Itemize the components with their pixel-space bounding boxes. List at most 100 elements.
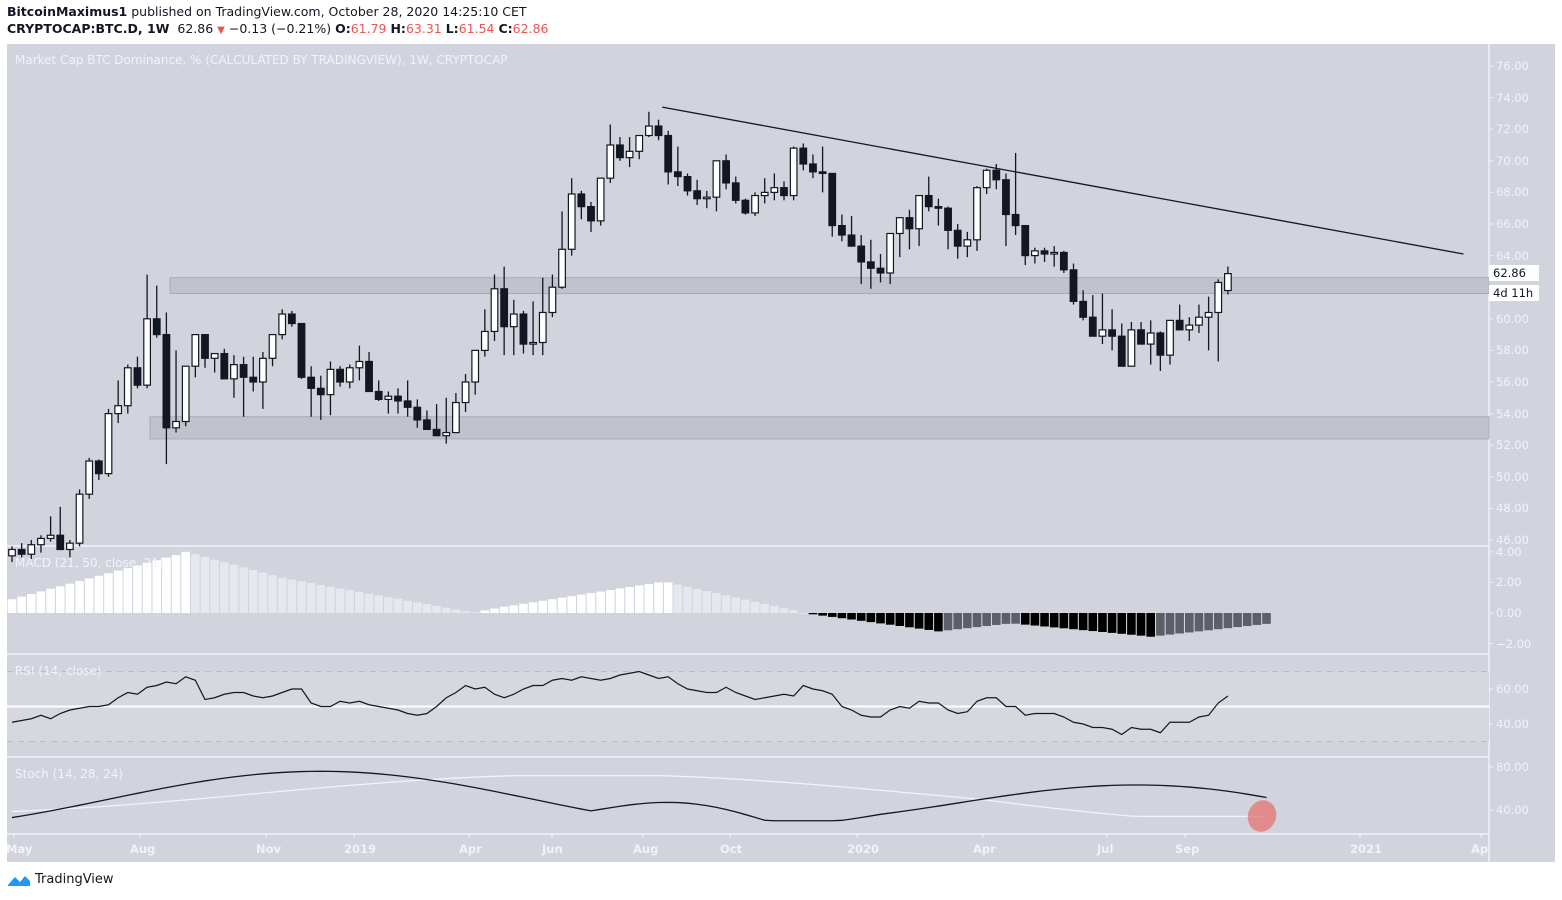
brand: TradingView <box>35 872 114 887</box>
y-tick-label: 54.00 <box>1496 406 1529 421</box>
candle <box>1137 321 1145 345</box>
highlight-ellipse <box>1247 800 1277 832</box>
macd-bar <box>673 584 683 613</box>
candle <box>857 235 866 285</box>
macd-bar <box>470 612 480 613</box>
macd-bar <box>982 613 991 627</box>
candle <box>915 194 923 247</box>
macd-bar <box>1030 613 1040 626</box>
rsi-line <box>11 670 1229 736</box>
macd-bar <box>615 588 625 613</box>
y-tick-label: 72.00 <box>1496 122 1529 137</box>
x-tick-label: 2019 <box>344 842 377 856</box>
y-tick-label: 40.00 <box>1496 717 1529 731</box>
macd-bar <box>239 567 248 613</box>
candle <box>751 192 759 217</box>
close-value: 62.86 <box>512 21 549 36</box>
macd-bar <box>1136 613 1146 636</box>
y-tick-label: 46.00 <box>1496 533 1529 547</box>
candle <box>548 274 557 318</box>
candle <box>519 310 528 354</box>
y-tick-label: 60.00 <box>1496 682 1529 696</box>
candle <box>635 134 644 160</box>
macd-bar <box>480 610 490 613</box>
macd-bar <box>606 590 615 613</box>
macd-bar <box>972 613 982 628</box>
macd-bar <box>760 603 769 613</box>
candle <box>230 355 238 398</box>
macd-bar <box>644 583 654 613</box>
candle <box>664 130 673 185</box>
author[interactable]: BitcoinMaximus1 <box>7 4 128 19</box>
y-tick-label: 58.00 <box>1496 343 1529 358</box>
candle <box>1098 293 1107 345</box>
candle <box>963 231 972 258</box>
macd-bar <box>355 591 364 613</box>
macd-bar <box>548 599 557 613</box>
candle <box>172 350 180 433</box>
chart-canvas[interactable] <box>7 44 1555 862</box>
stoch-k-line <box>11 770 1267 822</box>
macd-bar <box>1213 613 1223 630</box>
y-tick-label: 68.00 <box>1496 185 1529 200</box>
macd-bar <box>509 605 519 613</box>
macd-bar <box>1020 613 1030 625</box>
y-tick-label: 70.00 <box>1496 153 1529 168</box>
candle <box>577 190 586 220</box>
macd-bar <box>171 555 181 613</box>
candle <box>1214 279 1223 362</box>
candle <box>722 154 730 190</box>
macd-bar <box>779 608 789 613</box>
candle <box>596 177 605 226</box>
candle <box>644 111 653 138</box>
candle <box>741 198 750 215</box>
ohlc-line: CRYPTOCAP:BTC.D, 1W 62.86 ▼ −0.13 (−0.21… <box>7 20 548 39</box>
candle <box>1195 304 1203 334</box>
candle <box>17 543 26 558</box>
macd-bar <box>277 577 287 613</box>
macd-bar <box>1252 613 1262 625</box>
macd-bar <box>1242 613 1252 627</box>
candle <box>770 173 779 201</box>
candle <box>895 217 904 258</box>
x-tick-label: Aug <box>130 842 156 856</box>
candle <box>837 214 846 242</box>
support-zone <box>149 416 1490 440</box>
chart-area[interactable]: Market Cap BTC Dominance, % (CALCULATED … <box>6 44 1555 862</box>
macd-bar <box>142 562 152 613</box>
y-tick-label: 2.00 <box>1496 575 1522 590</box>
candle <box>1088 295 1097 337</box>
macd-bar <box>924 613 934 630</box>
macd-bar <box>837 613 847 619</box>
macd-bar <box>1040 613 1049 627</box>
candle <box>249 356 258 392</box>
candle <box>239 356 248 417</box>
macd-bar <box>827 613 837 617</box>
macd-bar <box>528 602 538 613</box>
macd-bar <box>364 593 374 613</box>
macd-bar <box>750 601 760 613</box>
y-tick-label: 74.00 <box>1496 90 1529 105</box>
y-tick-label: 66.00 <box>1496 217 1529 231</box>
macd-bar <box>55 586 65 613</box>
candle <box>46 516 55 542</box>
x-tick-label: Nov <box>256 842 282 856</box>
candle <box>365 351 373 393</box>
macd-bar <box>326 586 335 613</box>
candle <box>413 399 422 428</box>
macd-bar <box>692 588 702 613</box>
candle <box>336 366 344 387</box>
candle <box>886 232 895 285</box>
macd-bar <box>133 565 142 613</box>
candle <box>8 546 16 563</box>
macd-bar <box>943 613 953 631</box>
candle <box>423 410 431 431</box>
macd-bar <box>1185 613 1194 633</box>
x-tick-label: Aug <box>633 842 659 856</box>
y-tick-label: 4.00 <box>1496 544 1522 559</box>
candle <box>27 540 36 559</box>
candle <box>731 176 740 204</box>
candle <box>278 309 287 340</box>
macd-bar <box>876 613 885 624</box>
macd-bar <box>963 613 972 629</box>
